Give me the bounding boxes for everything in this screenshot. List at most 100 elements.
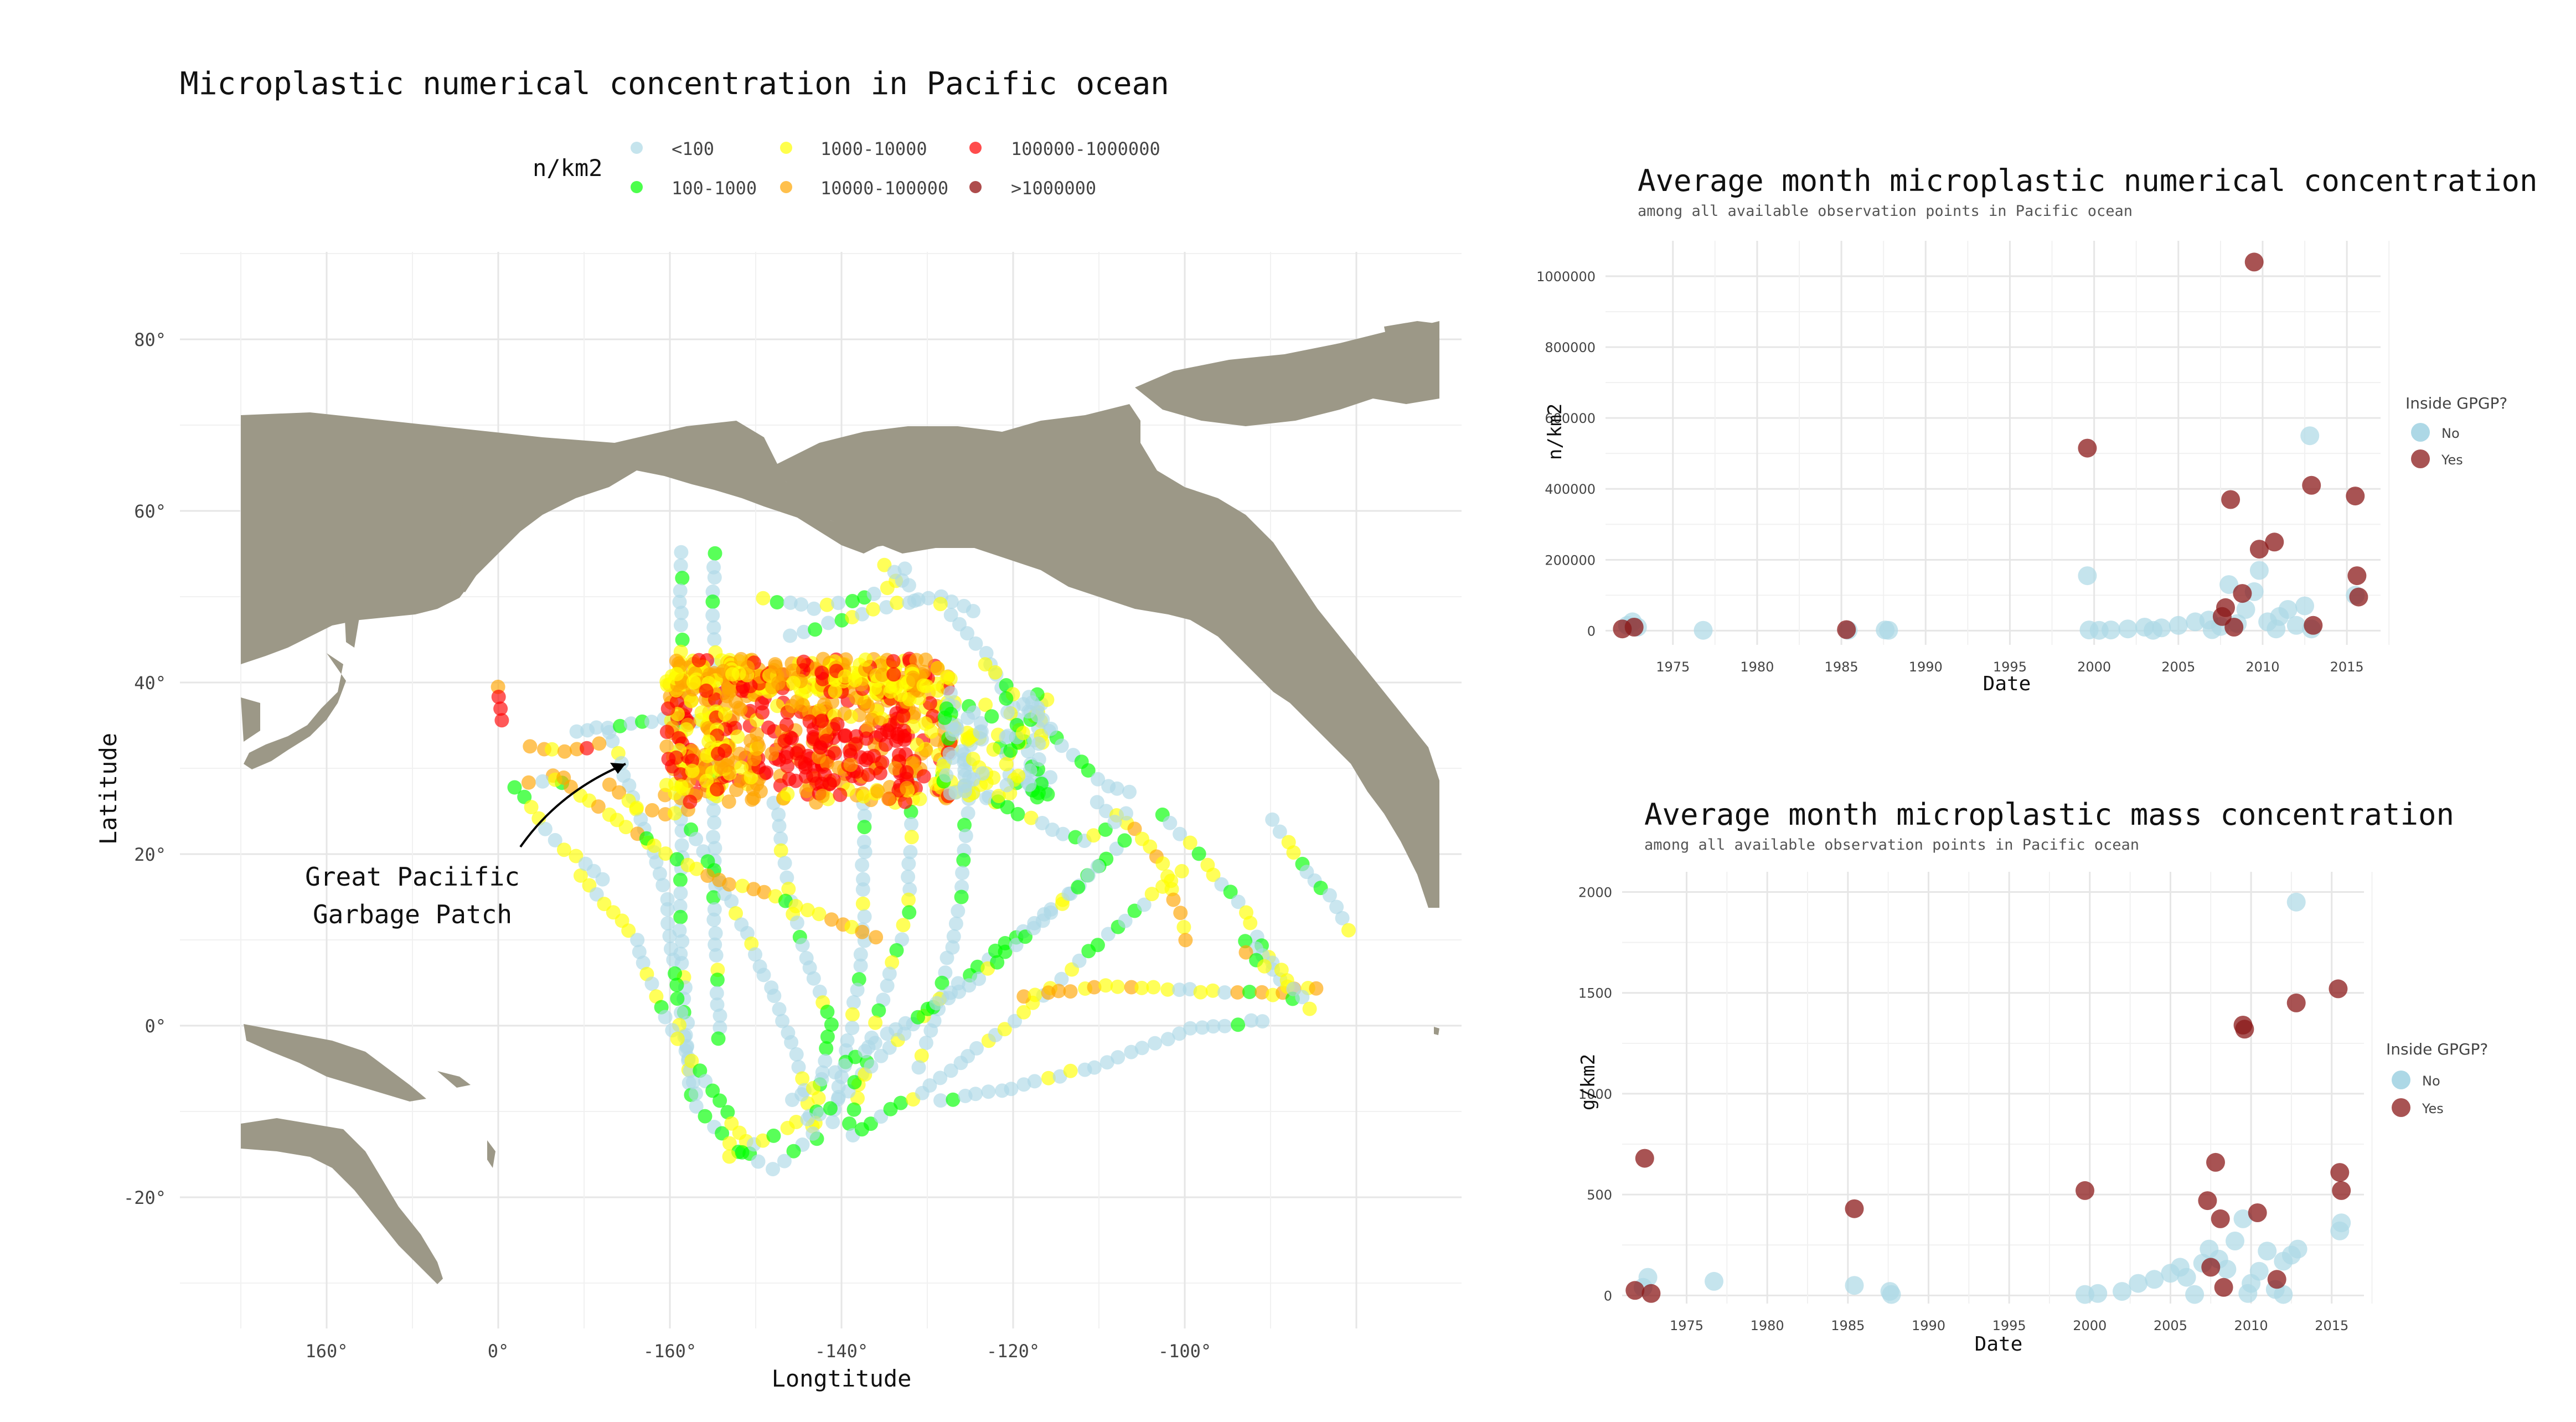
map-point: [863, 1116, 878, 1131]
map-point: [858, 845, 873, 859]
map-point: [1295, 990, 1310, 1005]
map-point: [975, 766, 990, 781]
map-point: [573, 868, 588, 883]
map-point: [886, 654, 901, 669]
map-point: [986, 742, 1001, 757]
map-point: [669, 978, 684, 992]
mass-point-no: [2233, 1209, 2253, 1228]
map-point: [855, 924, 870, 939]
map-point: [930, 661, 945, 676]
map-point: [707, 570, 722, 585]
map-point: [824, 912, 839, 927]
map-point: [858, 652, 873, 667]
mass-point-yes: [1641, 1284, 1661, 1303]
map-point: [868, 1036, 882, 1051]
map-point: [853, 958, 868, 973]
map-point: [1027, 1074, 1042, 1089]
numerical-point-yes: [2347, 566, 2367, 586]
map-point: [538, 821, 553, 836]
numerical-point-yes: [2216, 598, 2235, 617]
map-point: [939, 950, 954, 965]
mass-point-yes: [1845, 1199, 1864, 1218]
map-point: [674, 606, 689, 620]
map-point: [918, 716, 933, 731]
map-point: [833, 788, 848, 802]
map-point: [978, 657, 993, 672]
map-point: [713, 1009, 727, 1023]
map-point: [819, 733, 834, 748]
map-point: [708, 926, 723, 940]
map-point: [722, 1136, 737, 1151]
map-point: [1217, 1018, 1232, 1033]
map-point: [1098, 978, 1113, 993]
map-point: [710, 997, 725, 1012]
mass-point-yes: [2332, 1181, 2351, 1200]
map-point: [1163, 815, 1178, 830]
map-point: [757, 885, 772, 899]
map-point: [1195, 1020, 1210, 1035]
map-point: [1087, 1060, 1102, 1075]
mass-legend-title: Inside GPGP?: [2386, 1040, 2488, 1058]
mass-y-ticks: 0 500 1000 1500 2000: [1578, 885, 1612, 1304]
map-point: [734, 760, 749, 775]
map-point: [1044, 721, 1059, 736]
map-point: [1081, 868, 1096, 883]
numerical-ytick-label: 0: [1587, 623, 1596, 639]
map-point: [907, 593, 922, 608]
numerical-legend-swatch-no: [2411, 423, 2430, 442]
map-point: [684, 1053, 699, 1068]
map-point: [871, 1003, 886, 1018]
map-point: [837, 706, 852, 721]
map-point: [984, 709, 999, 724]
map-point: [1054, 738, 1069, 753]
map-point: [1160, 982, 1175, 997]
map-point: [756, 968, 771, 983]
map-point: [858, 662, 873, 677]
map-point: [935, 975, 949, 990]
map-point: [819, 1041, 834, 1056]
land-new-guinea: [244, 1024, 426, 1102]
map-point: [674, 545, 689, 560]
map-point: [674, 779, 689, 794]
numerical-xtick-label: 1975: [1656, 659, 1690, 675]
map-point: [710, 782, 724, 797]
numerical-point-no: [2078, 566, 2097, 586]
map-point: [806, 971, 821, 986]
map-point: [709, 986, 724, 1001]
map-point: [868, 1015, 883, 1030]
map-point: [922, 1078, 937, 1093]
map-point: [1099, 1055, 1114, 1070]
map-point: [814, 713, 829, 728]
land-australia: [241, 1118, 443, 1284]
map-point: [896, 709, 911, 723]
map-point: [708, 692, 722, 707]
map-point: [880, 723, 895, 738]
map-point: [494, 713, 509, 728]
map-point: [946, 750, 960, 765]
legend-label-100000-1000000: 100000-1000000: [1011, 138, 1160, 159]
map-point: [773, 831, 788, 846]
map-point: [900, 780, 915, 795]
map-point: [580, 741, 594, 756]
map-point: [966, 752, 980, 767]
land-canada-arctic: [1135, 321, 1439, 426]
map-point: [889, 943, 904, 958]
numerical-ytick-label: 800000: [1545, 340, 1596, 355]
map-point: [1008, 1014, 1022, 1028]
map-point: [698, 1109, 713, 1124]
map-point: [949, 721, 964, 736]
land-sakhalin: [343, 559, 360, 648]
map-point: [521, 775, 536, 790]
map-point: [767, 989, 782, 1004]
map-point: [707, 815, 722, 830]
mass-point-no: [2249, 1261, 2269, 1281]
mass-point-yes: [2206, 1152, 2225, 1172]
mass-subtitle: among all available observation points i…: [1644, 836, 2139, 854]
map-point: [814, 665, 829, 680]
map-point: [655, 878, 670, 893]
map-point: [735, 1145, 750, 1160]
land-vanuatu: [487, 1140, 495, 1168]
map-point: [812, 907, 827, 922]
map-point: [1016, 1077, 1031, 1092]
map-point: [855, 882, 870, 897]
